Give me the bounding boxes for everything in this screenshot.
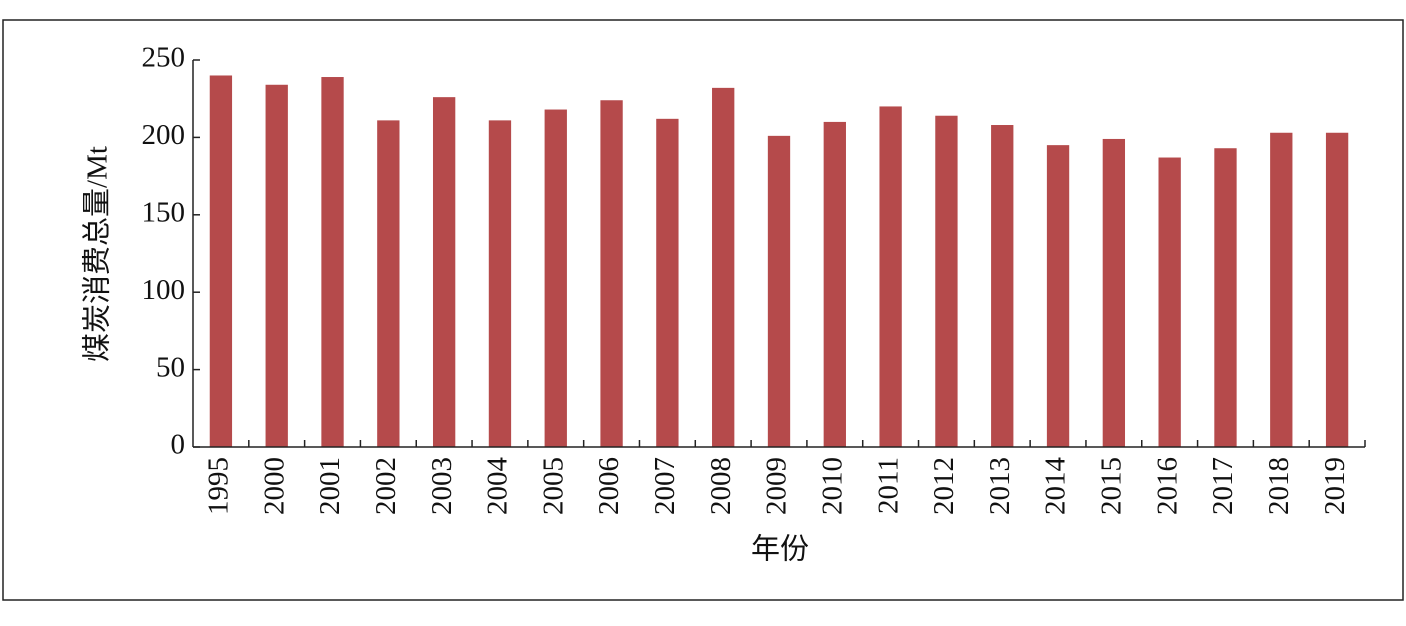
x-tick-label: 2002 [370,457,402,515]
x-tick-label: 2012 [928,457,960,515]
x-tick-label: 2019 [1319,457,1351,515]
y-tick-label: 50 [156,351,185,383]
bar [544,109,567,447]
frame [2,19,1404,601]
y-tick-label: 150 [142,196,186,228]
bar [265,84,288,447]
bar [991,125,1014,448]
x-tick-label: 2016 [1151,457,1183,515]
x-tick-label: 2009 [761,457,793,515]
bar [209,75,233,447]
x-tick-label: 2011 [872,457,904,514]
x-tick-label: 2018 [1263,457,1295,515]
x-tick-label: 2014 [1040,457,1072,516]
x-tick-label: 2003 [426,457,458,515]
x-tick-label: 2017 [1207,457,1239,515]
bar [321,77,344,447]
x-tick-label: 2015 [1096,457,1128,515]
x-tick-label: 2008 [705,457,737,515]
bar [1270,132,1293,448]
bar [935,115,958,447]
y-tick-label: 200 [142,119,186,151]
bar [1102,138,1126,447]
bar [377,120,400,447]
y-tick-label: 250 [142,42,186,74]
x-tick-label: 2010 [816,457,848,515]
bar [1158,157,1181,448]
x-axis-label: 年份 [751,533,809,566]
bar [1325,132,1349,448]
x-tick-label: 2000 [258,457,290,515]
bar [879,106,902,447]
x-tick-label: 2005 [537,457,569,515]
y-tick-label: 100 [142,274,186,306]
x-tick-label: 2007 [649,457,681,515]
x-tick-label: 2013 [984,457,1016,515]
x-tick-label: 1995 [203,457,235,515]
x-tick-label: 2004 [482,457,514,516]
x-tick-label: 2006 [593,457,625,515]
bar [488,120,512,447]
x-tick-label: 2001 [314,457,346,515]
bar [823,121,846,448]
bar [656,118,679,447]
bar [600,100,623,448]
bar [712,87,735,447]
bar [767,135,791,448]
bar [1214,148,1237,447]
y-tick-label: 0 [171,429,186,461]
bar [432,97,456,447]
bar [1046,145,1070,447]
y-axis-label: 煤炭消费总量/Mt [81,146,114,362]
